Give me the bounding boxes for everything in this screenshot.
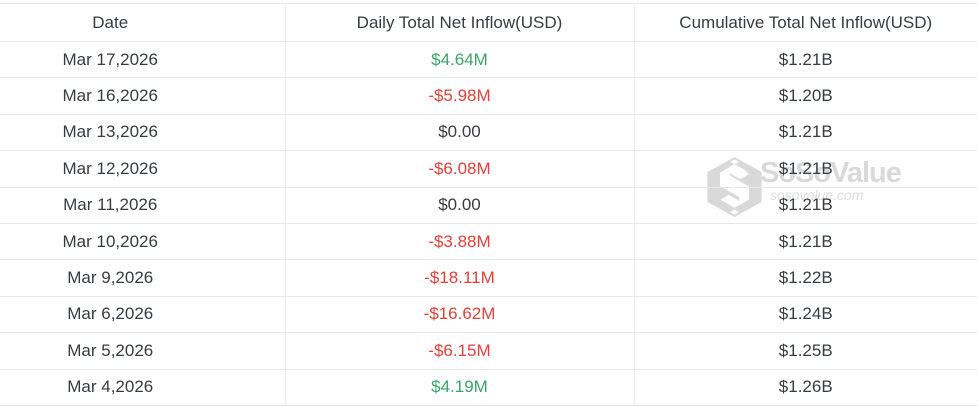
table-row: Mar 4,2026 $4.19M $1.26B [0, 368, 977, 406]
column-header-daily-net-inflow: Daily Total Net Inflow(USD) [284, 3, 635, 42]
date-cell: Mar 13,2026 [0, 113, 285, 151]
net-inflow-table: Date Daily Total Net Inflow(USD) Cumulat… [0, 3, 977, 406]
cumulative-net-inflow-cell: $1.20B [634, 77, 977, 115]
cumulative-net-inflow-cell: $1.24B [634, 295, 977, 333]
table-body: Mar 17,2026 $4.64M $1.21B Mar 16,2026 -$… [0, 40, 977, 406]
date-cell: Mar 4,2026 [0, 368, 285, 406]
date-cell: Mar 11,2026 [0, 186, 285, 224]
date-cell: Mar 12,2026 [0, 150, 285, 188]
table-row: Mar 12,2026 -$6.08M $1.21B [0, 150, 977, 188]
daily-net-inflow-cell: $0.00 [284, 186, 635, 224]
cumulative-net-inflow-cell: $1.21B [634, 40, 977, 78]
daily-net-inflow-cell: -$6.08M [284, 150, 635, 188]
date-cell: Mar 9,2026 [0, 259, 285, 297]
table-row: Mar 5,2026 -$6.15M $1.25B [0, 332, 977, 370]
daily-net-inflow-cell: -$18.11M [284, 259, 635, 297]
table-row: Mar 11,2026 $0.00 $1.21B [0, 186, 977, 224]
date-cell: Mar 6,2026 [0, 295, 285, 333]
date-cell: Mar 16,2026 [0, 77, 285, 115]
table-row: Mar 13,2026 $0.00 $1.21B [0, 113, 977, 151]
date-cell: Mar 10,2026 [0, 222, 285, 260]
daily-net-inflow-cell: $0.00 [284, 113, 635, 151]
daily-net-inflow-cell: -$6.15M [284, 332, 635, 370]
table-row: Mar 17,2026 $4.64M $1.21B [0, 40, 977, 78]
cumulative-net-inflow-cell: $1.21B [634, 222, 977, 260]
cumulative-net-inflow-cell: $1.25B [634, 332, 977, 370]
table-header: Date Daily Total Net Inflow(USD) Cumulat… [0, 3, 977, 42]
daily-net-inflow-cell: -$3.88M [284, 222, 635, 260]
column-header-cumulative-net-inflow: Cumulative Total Net Inflow(USD) [634, 3, 977, 42]
table-row: Mar 16,2026 -$5.98M $1.20B [0, 77, 977, 115]
column-header-date: Date [0, 3, 285, 42]
date-cell: Mar 5,2026 [0, 332, 285, 370]
date-cell: Mar 17,2026 [0, 40, 285, 78]
daily-net-inflow-cell: $4.19M [284, 368, 635, 406]
daily-net-inflow-cell: -$16.62M [284, 295, 635, 333]
header-row: Date Daily Total Net Inflow(USD) Cumulat… [0, 3, 977, 42]
cumulative-net-inflow-cell: $1.21B [634, 186, 977, 224]
cumulative-net-inflow-cell: $1.26B [634, 368, 977, 406]
cumulative-net-inflow-cell: $1.21B [634, 150, 977, 188]
cumulative-net-inflow-cell: $1.21B [634, 113, 977, 151]
table-row: Mar 6,2026 -$16.62M $1.24B [0, 295, 977, 333]
daily-net-inflow-cell: $4.64M [284, 40, 635, 78]
table-row: Mar 9,2026 -$18.11M $1.22B [0, 259, 977, 297]
cumulative-net-inflow-cell: $1.22B [634, 259, 977, 297]
daily-net-inflow-cell: -$5.98M [284, 77, 635, 115]
table-row: Mar 10,2026 -$3.88M $1.21B [0, 222, 977, 260]
